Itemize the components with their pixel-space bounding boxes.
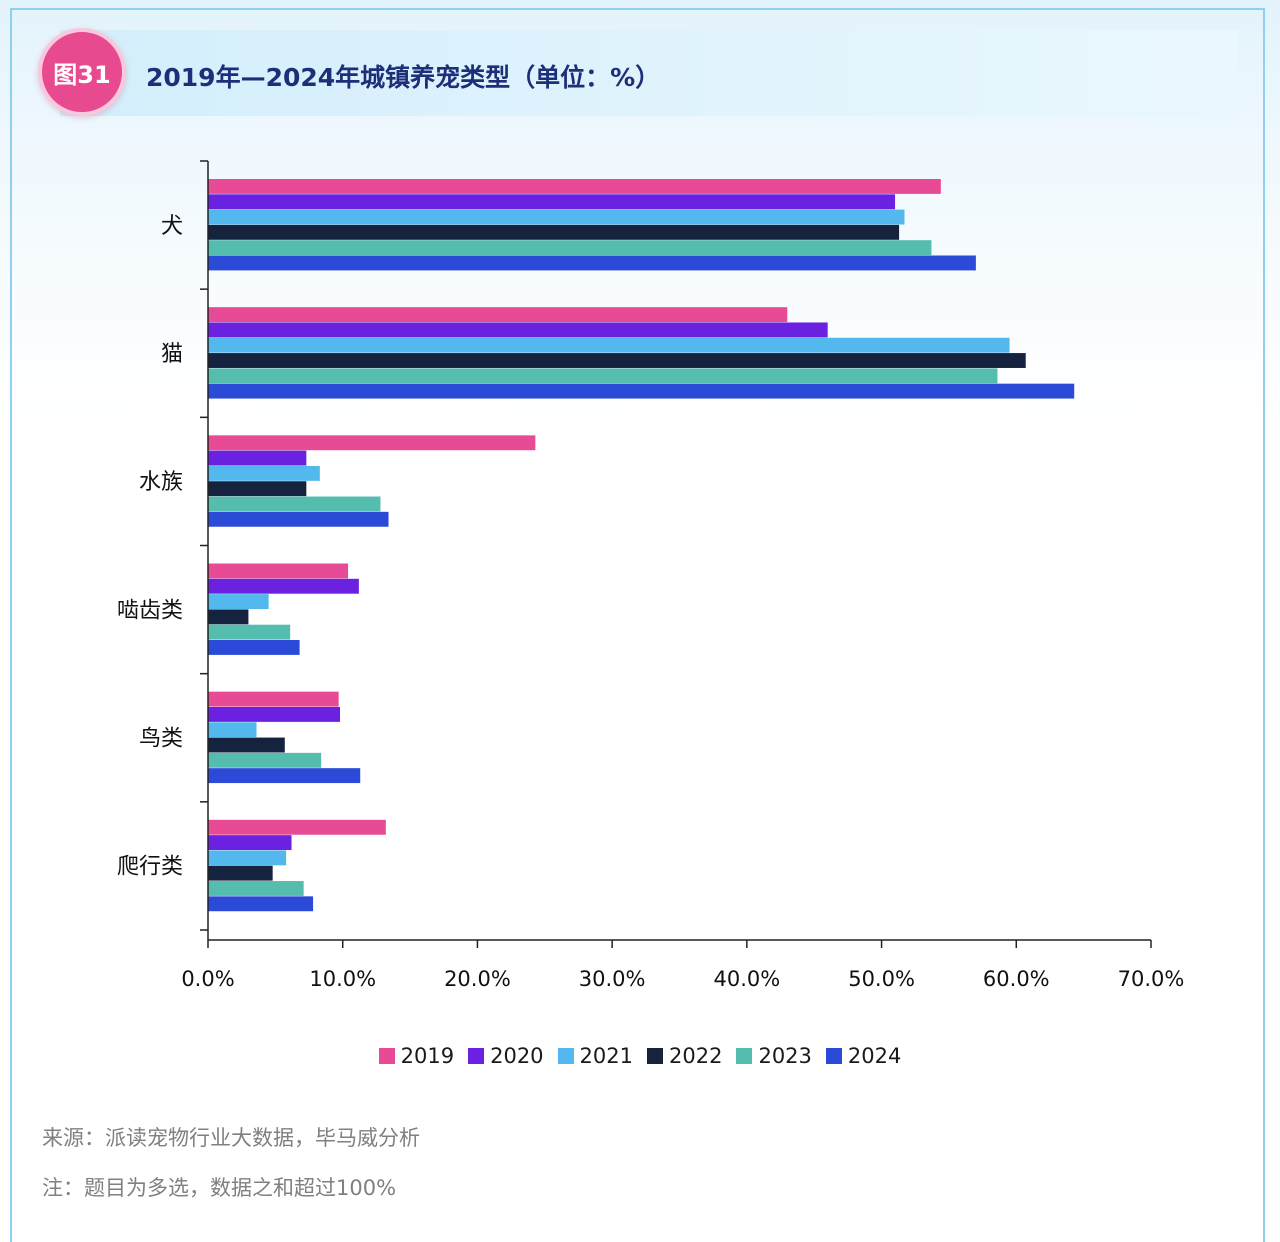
category-label: 啮齿类 xyxy=(117,598,183,623)
legend-item: 2019 xyxy=(378,1044,455,1068)
figure-frame xyxy=(10,8,1265,1242)
bar-2-2024 xyxy=(208,511,389,527)
x-tick-label: 0.0% xyxy=(181,967,234,991)
category-label: 犬 xyxy=(161,214,183,239)
bar-4-2019 xyxy=(208,691,339,707)
legend-swatch xyxy=(647,1048,663,1064)
legend-swatch xyxy=(557,1048,574,1064)
figure-badge: 图31 xyxy=(38,28,126,116)
x-tick-label: 70.0% xyxy=(1118,967,1185,991)
bar-3-2024 xyxy=(208,640,300,655)
bar-5-2023 xyxy=(208,881,304,896)
bar-5-2022 xyxy=(208,865,273,881)
bar-0-2022 xyxy=(208,224,900,240)
x-tick-label: 60.0% xyxy=(983,967,1050,991)
bar-4-2020 xyxy=(208,706,341,722)
x-tick-label: 10.0% xyxy=(309,967,376,991)
bar-1-2022 xyxy=(208,353,1026,368)
bar-0-2020 xyxy=(208,194,896,210)
bar-1-2021 xyxy=(208,337,1010,353)
legend-swatch xyxy=(825,1048,842,1064)
bar-4-2023 xyxy=(208,752,322,768)
legend-swatch xyxy=(736,1048,753,1064)
chart-legend: 2019 2020 2021 2022 2023 2024 xyxy=(0,1044,1280,1068)
x-tick-label: 50.0% xyxy=(848,967,915,991)
bar-2-2022 xyxy=(208,481,307,497)
bar-5-2019 xyxy=(208,819,386,835)
bar-3-2020 xyxy=(208,578,359,594)
category-label: 猫 xyxy=(161,342,183,367)
legend-item: 2021 xyxy=(557,1044,633,1068)
bar-1-2024 xyxy=(208,383,1075,399)
x-tick-label: 30.0% xyxy=(579,967,646,991)
footnote: 注：题目为多选，数据之和超过100% xyxy=(42,1176,397,1200)
title-band xyxy=(60,30,1238,116)
bar-4-2021 xyxy=(208,722,257,738)
bar-4-2024 xyxy=(208,768,361,784)
legend-label: 2021 xyxy=(579,1044,633,1068)
bar-5-2021 xyxy=(208,850,287,866)
bar-0-2021 xyxy=(208,209,905,225)
bar-0-2019 xyxy=(208,179,941,194)
source-note: 来源：派读宠物行业大数据，毕马威分析 xyxy=(42,1126,420,1150)
figure-title: 2019年—2024年城镇养宠类型（单位：%） xyxy=(146,63,661,92)
legend-swatch xyxy=(468,1048,485,1064)
x-tick-label: 20.0% xyxy=(444,967,511,991)
bar-1-2019 xyxy=(208,307,788,323)
bar-2-2019 xyxy=(208,435,536,451)
legend-label: 2019 xyxy=(400,1044,455,1068)
legend-label: 2022 xyxy=(669,1044,723,1068)
legend-label: 2023 xyxy=(758,1044,812,1068)
legend-item: 2024 xyxy=(825,1044,902,1068)
bar-0-2023 xyxy=(208,240,932,256)
x-tick-label: 40.0% xyxy=(713,967,780,991)
bar-1-2023 xyxy=(208,368,998,384)
category-label: 爬行类 xyxy=(117,855,183,880)
bar-5-2020 xyxy=(208,835,292,851)
bar-3-2021 xyxy=(208,594,269,609)
legend-label: 2020 xyxy=(490,1044,544,1068)
legend-item: 2023 xyxy=(736,1044,812,1068)
category-label: 水族 xyxy=(139,470,183,495)
bar-2-2021 xyxy=(208,465,320,481)
legend-label: 2024 xyxy=(847,1044,902,1068)
legend-item: 2022 xyxy=(647,1044,722,1068)
bar-0-2024 xyxy=(208,255,976,271)
bar-2-2020 xyxy=(208,450,307,466)
bar-3-2019 xyxy=(208,563,349,579)
legend-item: 2020 xyxy=(468,1044,544,1068)
bar-3-2023 xyxy=(208,624,291,640)
category-label: 鸟类 xyxy=(139,727,183,752)
bar-5-2024 xyxy=(208,896,314,912)
legend-swatch xyxy=(378,1048,395,1064)
bar-2-2023 xyxy=(208,496,381,512)
bar-1-2020 xyxy=(208,322,828,338)
bar-3-2022 xyxy=(208,609,249,625)
bar-4-2022 xyxy=(208,737,285,753)
